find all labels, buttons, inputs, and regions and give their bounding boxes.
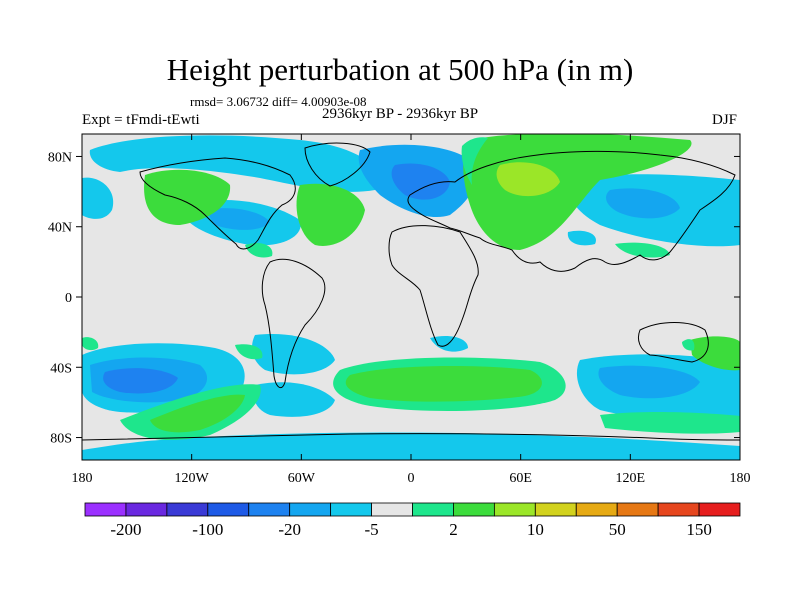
colorbar-label: -5 — [364, 520, 378, 539]
lat-label: 40N — [48, 221, 72, 236]
lon-label: 180 — [730, 471, 751, 486]
height-anomaly-fields — [82, 134, 740, 460]
coastline-australia — [637, 322, 709, 363]
pos-field-central-america — [245, 243, 273, 258]
colorbar-label: -20 — [278, 520, 301, 539]
colorbar-swatch — [84, 502, 127, 517]
colorbar-swatch — [248, 502, 291, 517]
coastline-north-america — [139, 157, 296, 250]
colorbar-label: 2 — [449, 520, 458, 539]
colorbar: -200 -100 -20 -5 2 10 50 150 — [84, 502, 741, 539]
pos-field-south-pacific-east — [690, 336, 740, 371]
colorbar-label: 10 — [527, 520, 544, 539]
neg-field-arctic-north-america — [89, 135, 379, 192]
lon-label: 120E — [616, 471, 646, 486]
colorbar-swatch — [289, 502, 332, 517]
colorbar-label: 150 — [686, 520, 712, 539]
latitude-axis: 80N 40N 0 40S 80S — [48, 150, 740, 447]
pos-field-north-atlantic-west — [296, 183, 365, 246]
neg-field-north-atlantic-core — [391, 163, 450, 200]
lon-label: 60W — [288, 471, 316, 486]
colorbar-swatch — [534, 502, 577, 517]
neg-field-south-atlantic — [253, 382, 335, 417]
colorbar-label: -200 — [110, 520, 141, 539]
colorbar-swatch — [166, 502, 209, 517]
season-label: DJF — [712, 112, 738, 128]
neg-field-north-pacific-west — [82, 177, 114, 219]
lon-label: 180 — [72, 471, 93, 486]
pos-field-east-asia — [615, 242, 670, 258]
neg-field-north-america-core — [205, 208, 270, 230]
stats-line: rmsd= 3.06732 diff= 4.00903e-08 — [190, 94, 367, 109]
pos-field-southern-ocean-east — [600, 412, 740, 434]
coastlines — [82, 142, 740, 441]
colorbar-swatch — [412, 502, 454, 517]
colorbar-swatch — [125, 502, 168, 517]
lon-label: 0 — [408, 471, 415, 486]
colorbar-label: 50 — [609, 520, 626, 539]
pos-field-southeast-pacific — [235, 344, 263, 360]
lon-label: 120W — [175, 471, 210, 486]
neg-field-north-pacific-core — [606, 188, 680, 219]
colorbar-swatch — [698, 502, 741, 517]
colorbar-swatch — [657, 502, 700, 517]
colorbar-label: -100 — [192, 520, 223, 539]
coastline-south-america — [261, 258, 326, 389]
pos-field-south-pacific-core — [150, 394, 245, 433]
pos-field-north-pacific — [144, 169, 231, 225]
colorbar-swatch — [207, 502, 250, 517]
colorbar-swatch — [616, 502, 659, 517]
neg-field-south-pacific-west-core — [103, 368, 178, 394]
pos-field-south-atlantic-indian-core — [345, 365, 542, 402]
neg-field-east-asia-small — [567, 230, 596, 246]
experiment-label: Expt = tFmdi-tEwti — [82, 112, 200, 128]
pos-field-eurasia-outer — [461, 137, 488, 185]
colorbar-swatch — [493, 502, 536, 517]
period-label: 2936kyr BP - 2936kyr BP — [322, 106, 479, 122]
pos-field-far-southwest — [82, 337, 99, 351]
lat-label: 80S — [50, 432, 72, 447]
neg-field-indian-ocean-core — [598, 365, 700, 399]
neg-field-antarctic — [82, 432, 740, 460]
coastline-eurasia — [407, 150, 736, 272]
coastline-africa — [388, 225, 479, 347]
lat-label: 0 — [65, 291, 72, 306]
colorbar-swatch — [575, 502, 618, 517]
lon-label: 60E — [509, 471, 532, 486]
colorbar-swatch — [371, 502, 413, 517]
pos-field-south-pacific-east-outer — [682, 339, 695, 351]
colorbar-swatch — [330, 502, 372, 517]
longitude-axis: 180 120W 60W 0 60E 120E 180 — [72, 134, 751, 486]
colorbar-swatch — [453, 502, 495, 517]
chart-title: Height perturbation at 500 hPa (in m) — [166, 52, 634, 87]
lat-label: 40S — [50, 361, 72, 376]
pos-field-eurasia-core — [496, 162, 560, 197]
coastline-greenland — [304, 142, 371, 187]
coastline-antarctica — [82, 433, 740, 441]
lat-label: 80N — [48, 150, 72, 165]
